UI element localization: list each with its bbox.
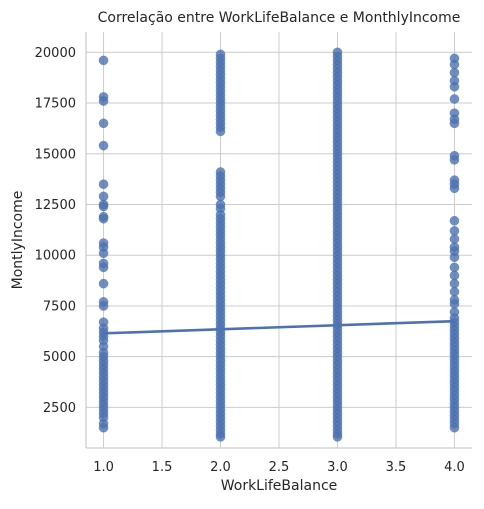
data-point	[98, 262, 109, 273]
x-tick-label: 1.5	[152, 460, 173, 475]
x-tick-label: 2.5	[269, 460, 290, 475]
data-point	[98, 201, 109, 212]
data-point	[449, 299, 460, 309]
data-point	[449, 67, 460, 78]
data-point	[449, 252, 460, 263]
data-point	[449, 154, 460, 165]
y-tick-label: 5000	[43, 350, 76, 365]
data-point	[449, 286, 460, 297]
data-point	[449, 226, 460, 236]
data-point	[98, 422, 109, 433]
x-tick-label: 3.5	[386, 460, 407, 475]
y-tick-label: 2500	[43, 401, 76, 416]
y-tick-label: 7500	[43, 299, 76, 314]
y-tick-label: 10000	[35, 249, 76, 264]
data-point	[449, 262, 460, 273]
y-axis-label: MontlyIncome	[10, 191, 26, 290]
y-tick-label: 17500	[35, 97, 76, 112]
y-tick-label: 15000	[35, 147, 76, 162]
y-axis-ticks: 2500 5000 7500 10000 12500 15000 17500 20000	[35, 46, 76, 416]
x-tick-label: 2.0	[210, 460, 231, 475]
x-axis-label: WorkLifeBalance	[221, 478, 338, 494]
data-point	[98, 179, 109, 190]
data-point	[449, 278, 460, 289]
data-point	[215, 126, 226, 137]
data-point	[98, 118, 109, 129]
data-point	[98, 191, 109, 202]
regression-line-group	[103, 319, 455, 335]
data-points	[98, 47, 460, 442]
data-point	[449, 215, 460, 226]
data-point	[449, 422, 460, 433]
data-point	[449, 234, 460, 244]
data-point	[449, 118, 460, 129]
data-point	[215, 431, 226, 442]
data-point	[332, 431, 343, 442]
regression-line	[103, 319, 455, 335]
y-tick-label: 12500	[35, 198, 76, 213]
data-point	[449, 183, 460, 194]
data-point	[449, 81, 460, 92]
data-point	[449, 94, 460, 104]
y-tick-label: 20000	[35, 46, 76, 61]
data-point	[98, 301, 109, 311]
grid	[86, 32, 472, 448]
data-point	[98, 96, 109, 106]
x-axis-ticks: 1.0 1.5 2.0 2.5 3.0 3.5 4.0	[93, 460, 465, 475]
data-point	[98, 213, 109, 224]
data-point	[98, 248, 109, 259]
x-tick-label: 4.0	[444, 460, 465, 475]
data-point	[98, 55, 109, 66]
data-point	[215, 191, 226, 202]
x-tick-label: 3.0	[327, 460, 348, 475]
data-point	[449, 59, 460, 70]
data-point	[98, 140, 109, 151]
data-point	[98, 278, 109, 289]
x-tick-label: 1.0	[93, 460, 114, 475]
data-point	[449, 270, 460, 281]
chart-title: Correlação entre WorkLifeBalance e Month…	[98, 10, 461, 26]
